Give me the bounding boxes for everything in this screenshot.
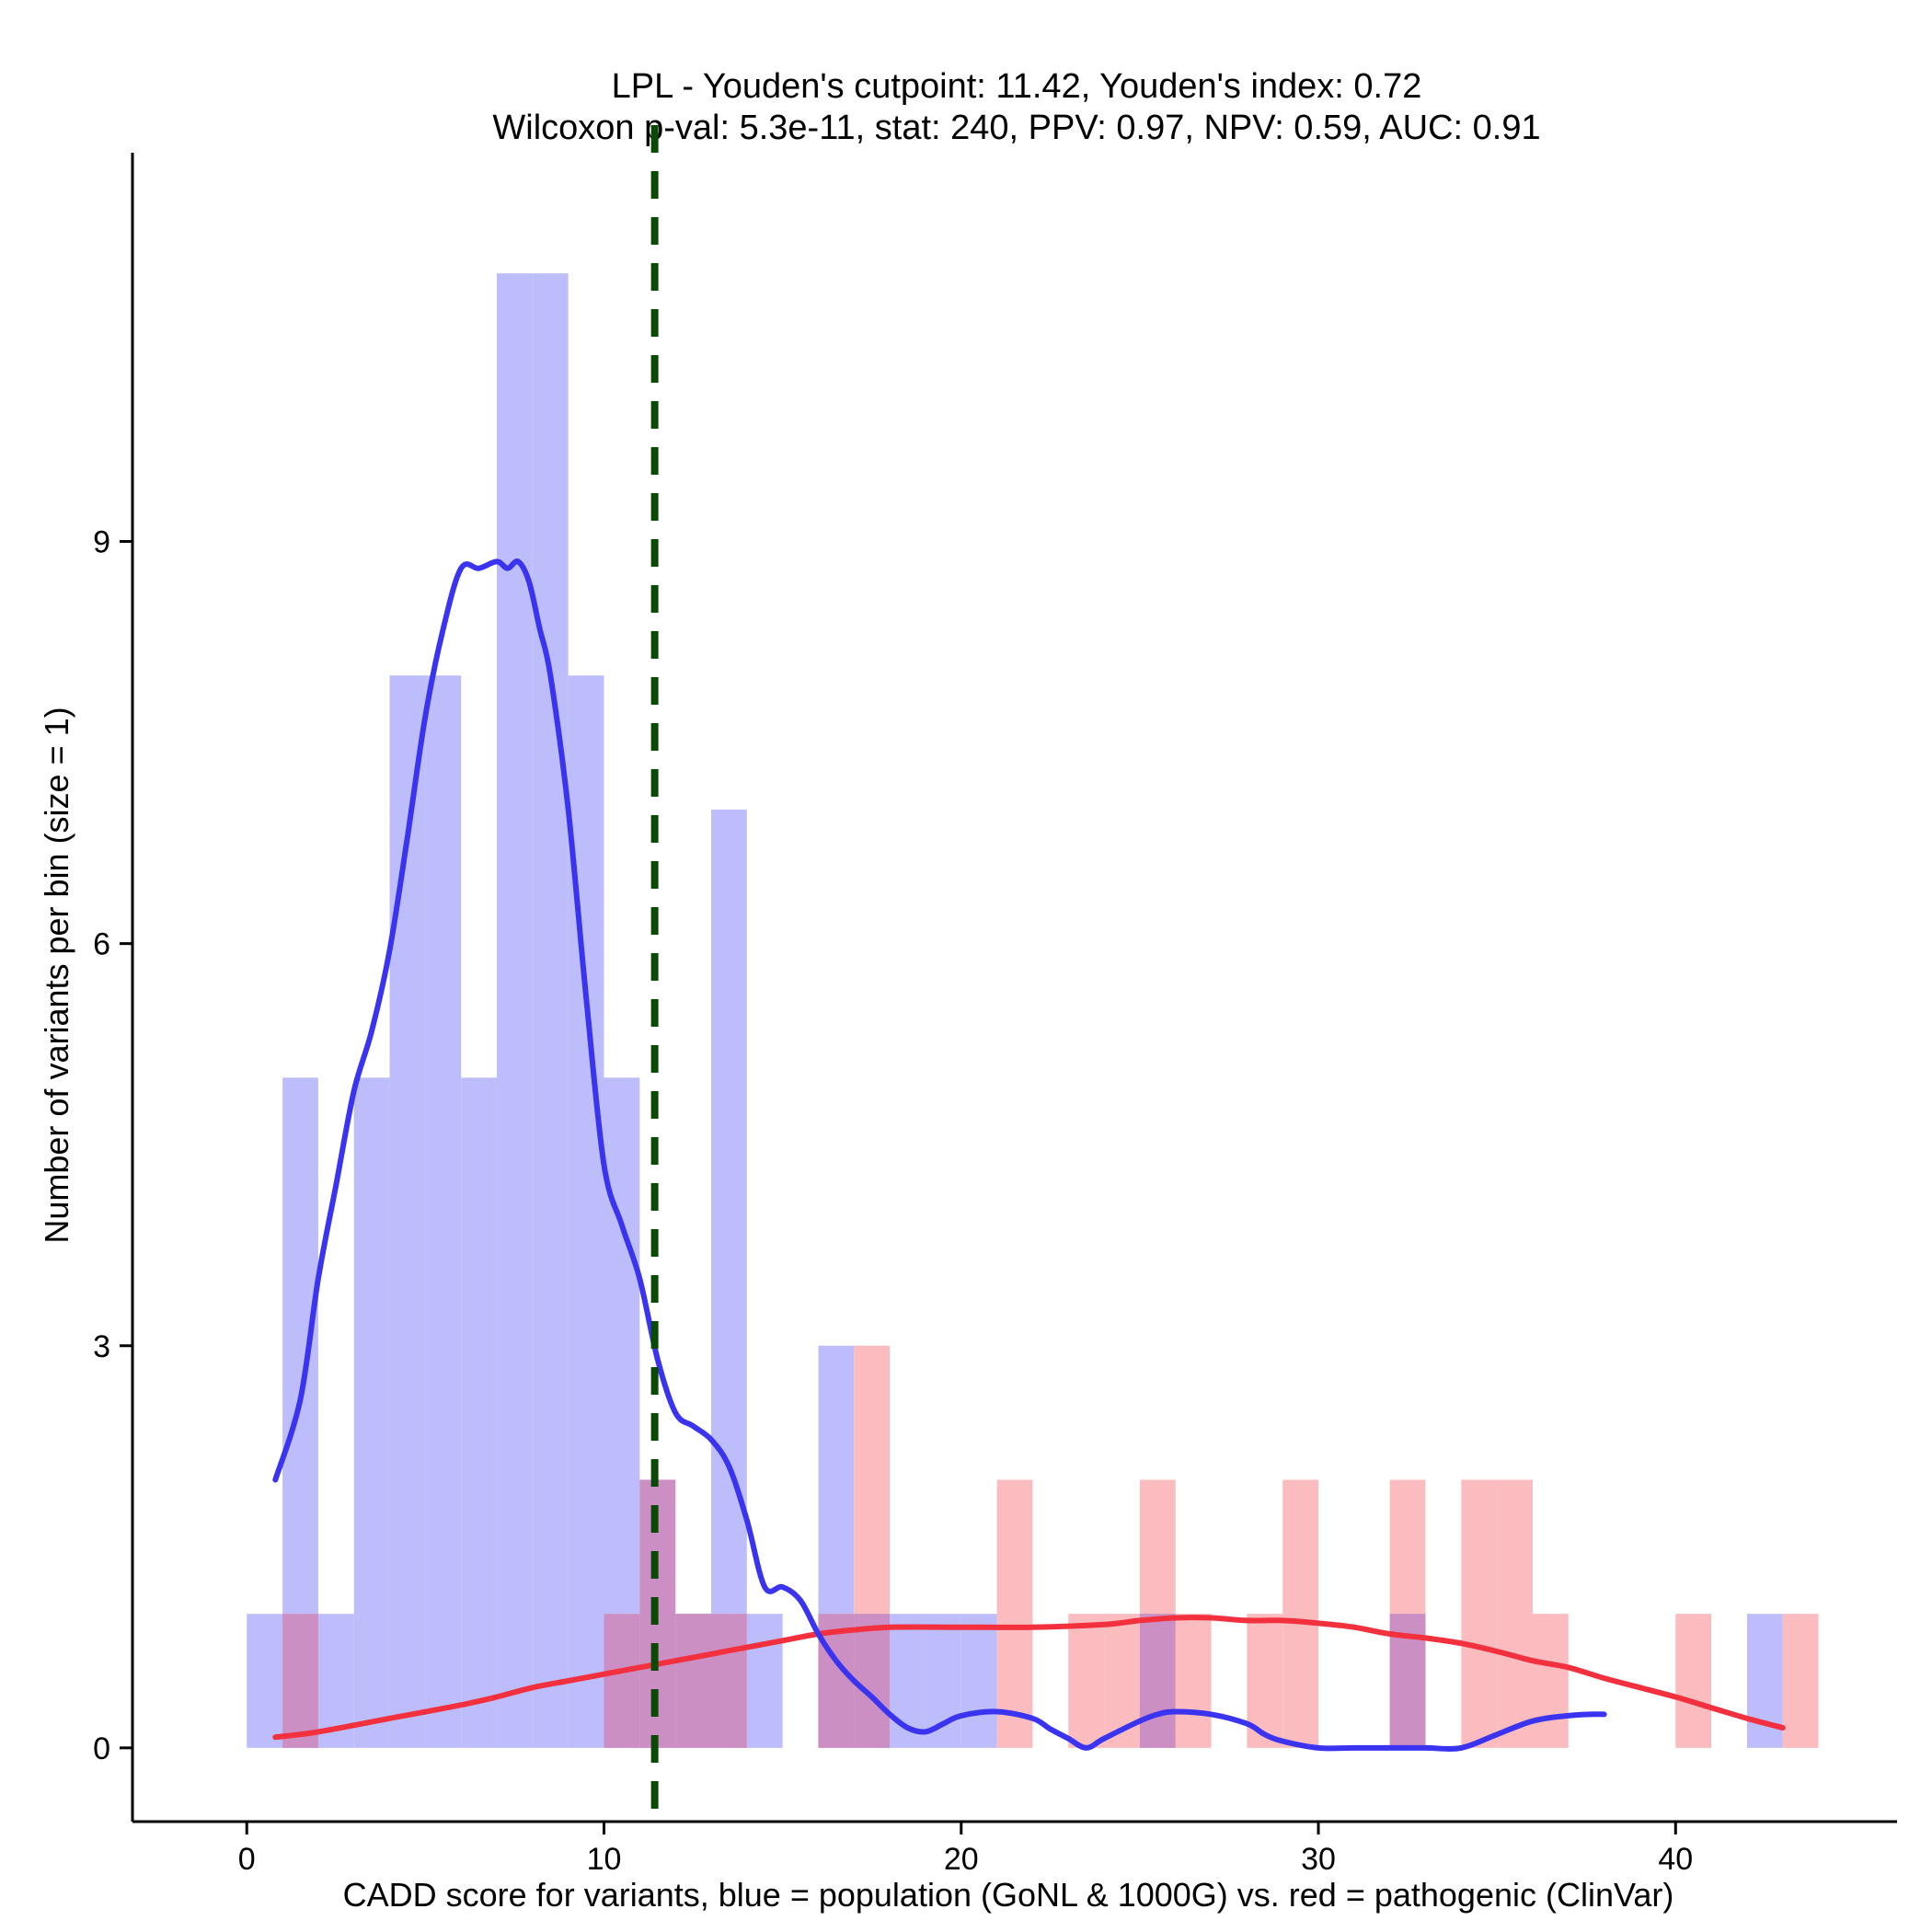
overlap-bar xyxy=(282,1614,318,1748)
x-tick-label: 20 xyxy=(944,1842,979,1877)
population-density-line xyxy=(272,558,1607,1752)
x-axis-ticks: 0 10 20 30 40 xyxy=(238,1822,1693,1877)
y-tick-label: 0 xyxy=(93,1731,110,1766)
pathogenic-bar xyxy=(1675,1614,1712,1748)
population-bar xyxy=(960,1614,997,1748)
x-tick-label: 30 xyxy=(1301,1842,1336,1877)
overlap-bar xyxy=(604,1614,640,1748)
y-axis-ticks: 0 3 6 9 xyxy=(93,525,132,1766)
population-bar xyxy=(353,1077,390,1748)
population-bar xyxy=(497,273,533,1748)
x-axis-title: CADD score for variants, blue = populati… xyxy=(343,1876,1674,1914)
x-tick-label: 10 xyxy=(587,1842,622,1877)
y-tick-label: 6 xyxy=(93,927,110,962)
pathogenic-bar xyxy=(1497,1479,1533,1748)
x-tick-label: 40 xyxy=(1658,1842,1693,1877)
overlap-bar xyxy=(854,1614,891,1748)
population-bar xyxy=(461,1077,498,1748)
y-tick-label: 9 xyxy=(93,525,110,560)
y-axis-title: Number of variants per bin (size = 1) xyxy=(38,707,75,1243)
axes xyxy=(131,153,1897,1823)
overlap-bar xyxy=(710,1614,747,1748)
population-bar xyxy=(425,675,462,1748)
population-bar xyxy=(746,1614,783,1748)
population-bar xyxy=(710,809,747,1748)
overlap-bars xyxy=(282,1479,1426,1748)
density-curves xyxy=(272,558,1786,1752)
pathogenic-bar xyxy=(1282,1479,1319,1748)
pathogenic-density-line xyxy=(272,1615,1786,1741)
x-tick-label: 0 xyxy=(238,1842,256,1877)
overlap-bar xyxy=(818,1614,855,1748)
pathogenic-bar xyxy=(1175,1614,1212,1748)
pathogenic-bar xyxy=(1532,1614,1569,1748)
y-tick-label: 3 xyxy=(93,1329,110,1364)
pathogenic-bar xyxy=(1782,1614,1819,1748)
pathogenic-bar xyxy=(1068,1614,1105,1748)
population-bars xyxy=(247,273,1783,1748)
population-bar xyxy=(247,1614,283,1748)
overlap-bar xyxy=(1139,1614,1176,1748)
overlap-bar xyxy=(675,1614,711,1748)
pathogenic-bar xyxy=(996,1479,1033,1748)
population-bar xyxy=(532,273,569,1748)
pathogenic-bar xyxy=(1461,1479,1498,1748)
chart-subtitle: Wilcoxon p-val: 5.3e-11, stat: 240, PPV:… xyxy=(492,109,1540,147)
chart-title: LPL - Youden's cutpoint: 11.42, Youden's… xyxy=(612,67,1422,106)
